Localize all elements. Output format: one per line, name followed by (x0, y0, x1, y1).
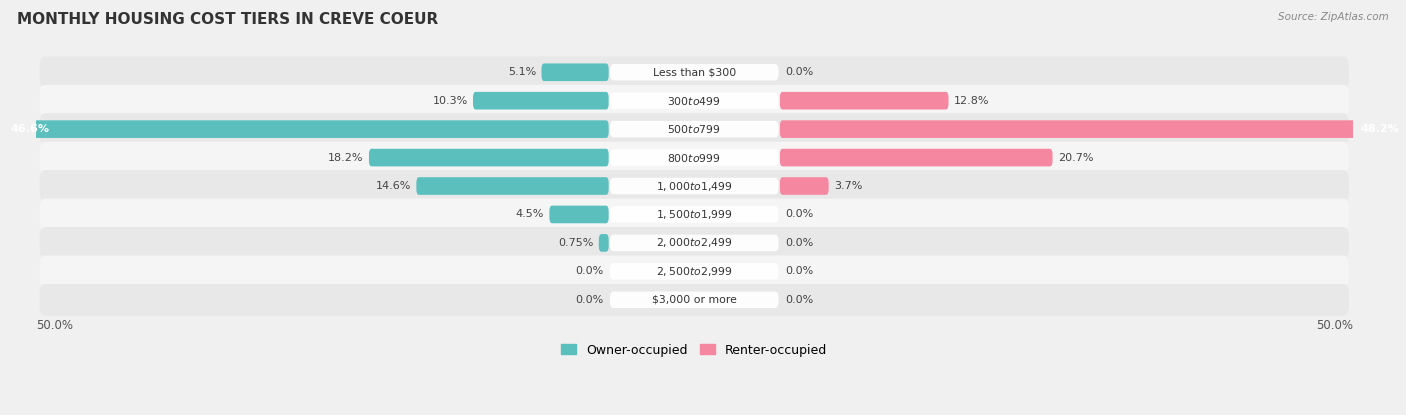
Text: 12.8%: 12.8% (953, 96, 990, 106)
FancyBboxPatch shape (610, 149, 779, 166)
Text: 4.5%: 4.5% (516, 210, 544, 220)
FancyBboxPatch shape (610, 93, 779, 109)
FancyBboxPatch shape (0, 120, 609, 138)
Text: $1,500 to $1,999: $1,500 to $1,999 (657, 208, 733, 221)
FancyBboxPatch shape (39, 170, 1348, 202)
Text: 10.3%: 10.3% (433, 96, 468, 106)
Text: 0.0%: 0.0% (785, 67, 814, 77)
Text: 0.0%: 0.0% (785, 266, 814, 276)
FancyBboxPatch shape (610, 234, 779, 251)
FancyBboxPatch shape (541, 63, 609, 81)
Text: MONTHLY HOUSING COST TIERS IN CREVE COEUR: MONTHLY HOUSING COST TIERS IN CREVE COEU… (17, 12, 439, 27)
FancyBboxPatch shape (39, 85, 1348, 117)
FancyBboxPatch shape (610, 64, 779, 81)
Text: $1,000 to $1,499: $1,000 to $1,499 (657, 180, 733, 193)
Text: 0.0%: 0.0% (575, 266, 603, 276)
FancyBboxPatch shape (610, 263, 779, 280)
FancyBboxPatch shape (39, 113, 1348, 145)
FancyBboxPatch shape (599, 234, 609, 252)
Text: 50.0%: 50.0% (35, 319, 73, 332)
Legend: Owner-occupied, Renter-occupied: Owner-occupied, Renter-occupied (557, 339, 832, 361)
Text: Source: ZipAtlas.com: Source: ZipAtlas.com (1278, 12, 1389, 22)
FancyBboxPatch shape (39, 284, 1348, 316)
Text: 46.6%: 46.6% (11, 124, 49, 134)
Text: $300 to $499: $300 to $499 (668, 95, 721, 107)
Text: 0.0%: 0.0% (785, 295, 814, 305)
FancyBboxPatch shape (39, 199, 1348, 230)
FancyBboxPatch shape (416, 177, 609, 195)
FancyBboxPatch shape (39, 56, 1348, 88)
FancyBboxPatch shape (368, 149, 609, 166)
Text: 0.75%: 0.75% (558, 238, 593, 248)
FancyBboxPatch shape (472, 92, 609, 110)
Text: 0.0%: 0.0% (785, 238, 814, 248)
FancyBboxPatch shape (39, 227, 1348, 259)
Text: $3,000 or more: $3,000 or more (652, 295, 737, 305)
Text: Less than $300: Less than $300 (652, 67, 735, 77)
FancyBboxPatch shape (550, 206, 609, 223)
Text: 48.2%: 48.2% (1360, 124, 1399, 134)
FancyBboxPatch shape (39, 142, 1348, 173)
Text: 0.0%: 0.0% (785, 210, 814, 220)
FancyBboxPatch shape (780, 92, 949, 110)
Text: 18.2%: 18.2% (328, 153, 364, 163)
Text: 5.1%: 5.1% (508, 67, 536, 77)
FancyBboxPatch shape (780, 120, 1406, 138)
Text: $800 to $999: $800 to $999 (668, 151, 721, 164)
FancyBboxPatch shape (610, 206, 779, 223)
Text: 50.0%: 50.0% (1316, 319, 1353, 332)
FancyBboxPatch shape (610, 178, 779, 194)
Text: 3.7%: 3.7% (834, 181, 862, 191)
Text: $2,000 to $2,499: $2,000 to $2,499 (657, 237, 733, 249)
Text: 0.0%: 0.0% (575, 295, 603, 305)
FancyBboxPatch shape (610, 291, 779, 308)
Text: $500 to $799: $500 to $799 (668, 123, 721, 135)
FancyBboxPatch shape (610, 121, 779, 137)
Text: $2,500 to $2,999: $2,500 to $2,999 (657, 265, 733, 278)
Text: 20.7%: 20.7% (1057, 153, 1094, 163)
FancyBboxPatch shape (780, 149, 1053, 166)
FancyBboxPatch shape (780, 177, 828, 195)
FancyBboxPatch shape (39, 256, 1348, 287)
Text: 14.6%: 14.6% (375, 181, 411, 191)
